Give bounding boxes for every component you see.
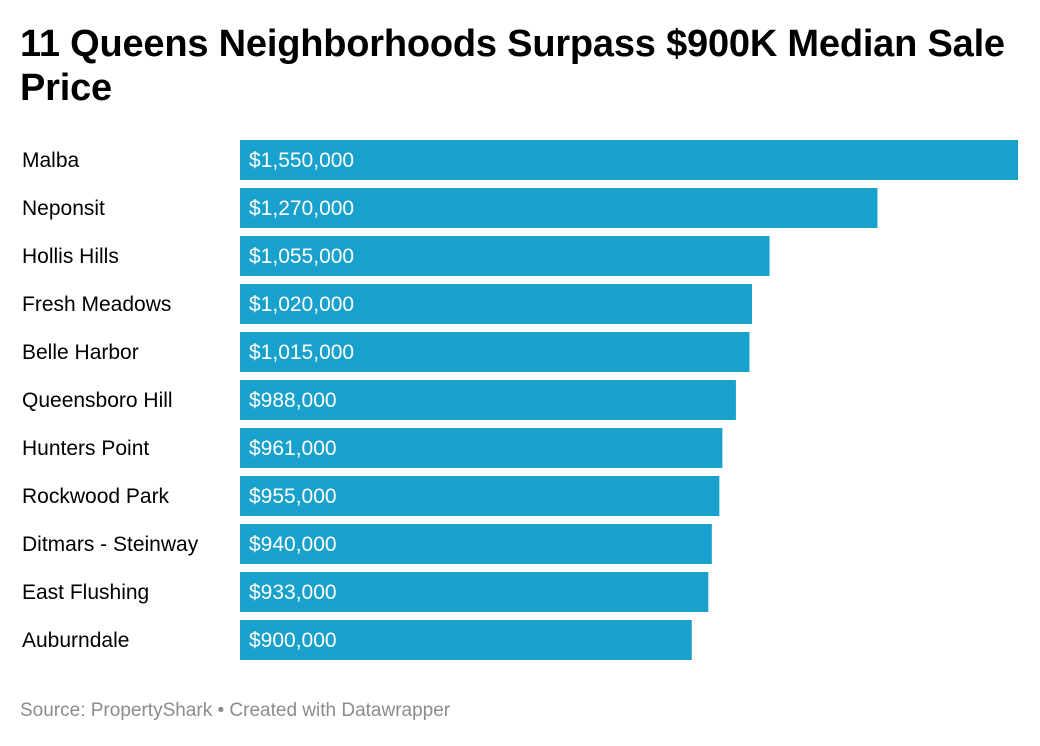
category-label-queensboro-hill: Queensboro Hill bbox=[22, 389, 173, 412]
chart-title: 11 Queens Neighborhoods Surpass $900K Me… bbox=[20, 23, 1005, 109]
value-label-neponsit: $1,270,000 bbox=[249, 197, 354, 220]
value-label-hollis-hills: $1,055,000 bbox=[249, 245, 354, 268]
category-label-east-flushing: East Flushing bbox=[22, 581, 149, 604]
value-label-belle-harbor: $1,015,000 bbox=[249, 341, 354, 364]
value-label-malba: $1,550,000 bbox=[249, 149, 354, 172]
value-label-rockwood-park: $955,000 bbox=[249, 485, 337, 508]
bar-fresh-meadows bbox=[240, 284, 752, 324]
category-label-belle-harbor: Belle Harbor bbox=[22, 341, 139, 364]
source-label: Source: PropertyShark bbox=[20, 700, 213, 721]
category-label-hunters-point: Hunters Point bbox=[22, 437, 149, 460]
value-label-auburndale: $900,000 bbox=[249, 629, 337, 652]
bar-queensboro-hill bbox=[240, 380, 736, 420]
bar-auburndale bbox=[240, 620, 692, 660]
bar-rockwood-park bbox=[240, 476, 720, 516]
footer-separator: • bbox=[212, 700, 230, 721]
value-label-hunters-point: $961,000 bbox=[249, 437, 337, 460]
value-label-queensboro-hill: $988,000 bbox=[249, 389, 337, 412]
bar-east-flushing bbox=[240, 572, 709, 612]
bar-malba bbox=[240, 140, 1018, 180]
bar-hollis-hills bbox=[240, 236, 770, 276]
value-label-ditmars-steinway: $940,000 bbox=[249, 533, 337, 556]
category-label-ditmars-steinway: Ditmars - Steinway bbox=[22, 533, 199, 556]
bar-neponsit bbox=[240, 188, 878, 228]
bar-chart: Malba $1,550,000 Neponsit $1,270,000 Hollis … bbox=[22, 140, 1018, 660]
category-label-fresh-meadows: Fresh Meadows bbox=[22, 293, 171, 316]
category-label-hollis-hills: Hollis Hills bbox=[22, 245, 119, 268]
bar-hunters-point bbox=[240, 428, 723, 468]
value-label-fresh-meadows: $1,020,000 bbox=[249, 293, 354, 316]
chart-footer: Source: PropertyShark • Created with Dat… bbox=[20, 700, 450, 722]
value-label-east-flushing: $933,000 bbox=[249, 581, 337, 604]
category-label-malba: Malba bbox=[22, 149, 80, 172]
bar-ditmars-steinway bbox=[240, 524, 712, 564]
bar-belle-harbor bbox=[240, 332, 750, 372]
category-label-auburndale: Auburndale bbox=[22, 629, 129, 652]
category-label-neponsit: Neponsit bbox=[22, 197, 105, 220]
category-label-rockwood-park: Rockwood Park bbox=[22, 485, 170, 508]
credit-label: Created with Datawrapper bbox=[229, 700, 451, 721]
